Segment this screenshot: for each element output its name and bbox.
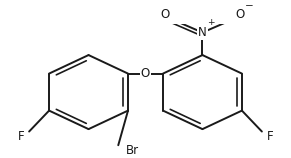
Text: O: O xyxy=(141,67,150,80)
Text: N: N xyxy=(198,26,207,39)
Text: O: O xyxy=(160,8,169,21)
Text: O: O xyxy=(235,8,245,21)
Text: F: F xyxy=(267,130,273,143)
Text: Br: Br xyxy=(125,143,139,157)
Text: +: + xyxy=(207,18,215,27)
Text: F: F xyxy=(18,130,24,143)
Text: −: − xyxy=(245,1,254,11)
